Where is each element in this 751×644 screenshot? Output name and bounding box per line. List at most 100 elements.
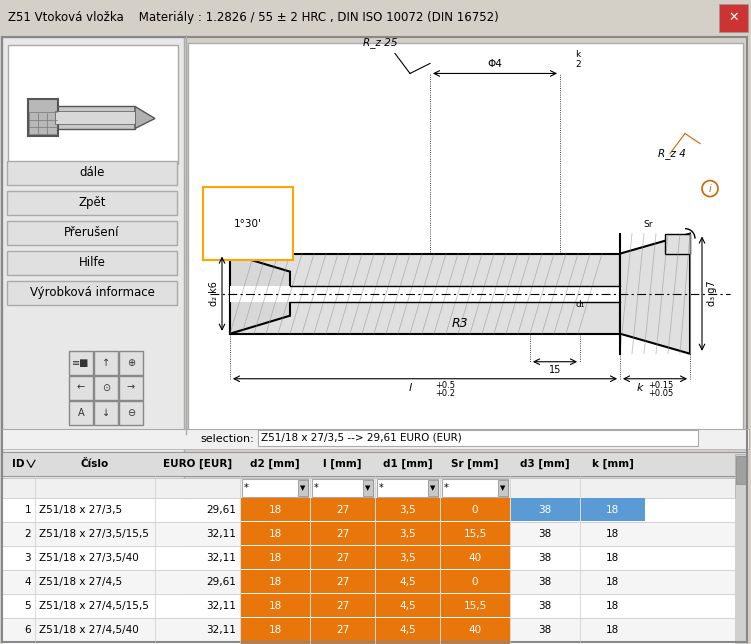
Polygon shape [135, 106, 155, 129]
Bar [312, 479, 373, 497]
Text: ⊕: ⊕ [127, 357, 135, 368]
Text: 32,11: 32,11 [206, 529, 236, 539]
Text: 0: 0 [472, 505, 478, 515]
Text: Sr: Sr [644, 220, 653, 229]
Bar [581, 498, 644, 522]
Text: l: l [409, 383, 412, 393]
FancyBboxPatch shape [7, 281, 177, 305]
Bar [376, 522, 439, 545]
Bar [230, 254, 620, 334]
Text: 18: 18 [606, 625, 619, 635]
Text: Z51/18 x 27/4,5/40: Z51/18 x 27/4,5/40 [39, 625, 139, 635]
Bar [240, 498, 309, 522]
Bar [242, 479, 308, 497]
Text: Přerušení: Přerušení [65, 226, 119, 239]
FancyBboxPatch shape [119, 351, 143, 375]
Text: 38: 38 [538, 625, 552, 635]
Text: 18: 18 [606, 577, 619, 587]
Text: 3: 3 [24, 553, 31, 563]
FancyBboxPatch shape [119, 401, 143, 425]
Bar [310, 594, 375, 618]
Bar [441, 594, 509, 618]
Text: 18: 18 [268, 505, 282, 515]
Bar [2, 546, 735, 570]
Bar [441, 522, 509, 545]
Text: 18: 18 [606, 601, 619, 611]
Bar [310, 571, 375, 594]
Text: ▼: ▼ [430, 485, 436, 491]
FancyBboxPatch shape [69, 351, 93, 375]
Text: 32,11: 32,11 [206, 553, 236, 563]
Text: 38: 38 [538, 505, 552, 515]
Text: 4,5: 4,5 [400, 601, 416, 611]
Text: 29,61: 29,61 [206, 505, 236, 515]
Text: +0.15: +0.15 [648, 381, 673, 390]
Text: 40: 40 [469, 625, 481, 635]
Text: 18: 18 [268, 577, 282, 587]
Text: k
2: k 2 [575, 50, 581, 70]
Bar [442, 479, 508, 497]
FancyBboxPatch shape [7, 221, 177, 245]
Text: d₂ k6: d₂ k6 [209, 281, 219, 306]
Text: d1 [mm]: d1 [mm] [383, 459, 433, 469]
Bar [2, 429, 749, 449]
Bar [428, 480, 438, 496]
Bar [2, 594, 735, 618]
Text: Výrobková informace: Výrobková informace [29, 286, 155, 299]
Bar [376, 594, 439, 618]
Text: 38: 38 [538, 553, 552, 563]
Bar [188, 43, 743, 434]
FancyBboxPatch shape [7, 251, 177, 274]
Text: Z51/18 x 27/3,5 --> 29,61 EURO (EUR): Z51/18 x 27/3,5 --> 29,61 EURO (EUR) [261, 433, 462, 443]
Text: 27: 27 [336, 505, 349, 515]
Bar [376, 498, 439, 522]
Text: ≡■: ≡■ [72, 357, 89, 368]
Bar [376, 571, 439, 594]
Text: Z51/18 x 27/3,5: Z51/18 x 27/3,5 [39, 505, 122, 515]
Text: 27: 27 [336, 529, 349, 539]
Text: 0: 0 [472, 577, 478, 587]
Bar [363, 480, 373, 496]
Text: 4: 4 [24, 577, 31, 587]
Text: 29,61: 29,61 [206, 577, 236, 587]
Bar [665, 234, 690, 254]
Text: 5: 5 [24, 601, 31, 611]
Bar [310, 618, 375, 641]
Bar [310, 643, 375, 644]
Text: 1°30': 1°30' [234, 218, 262, 229]
Text: 15,5: 15,5 [463, 601, 487, 611]
FancyBboxPatch shape [7, 160, 177, 185]
FancyBboxPatch shape [94, 351, 118, 375]
Text: dále: dále [80, 166, 104, 179]
Bar [376, 546, 439, 569]
Bar [310, 546, 375, 569]
Text: Zpět: Zpět [78, 196, 106, 209]
Text: +0.05: +0.05 [648, 389, 673, 398]
Text: EURO [EUR]: EURO [EUR] [163, 459, 232, 469]
Text: 18: 18 [606, 529, 619, 539]
Bar [2, 478, 747, 498]
Text: ID: ID [12, 459, 25, 469]
Text: 2: 2 [24, 529, 31, 539]
Text: *: * [244, 483, 249, 493]
Text: *: * [314, 483, 318, 493]
Bar [376, 643, 439, 644]
Text: l [mm]: l [mm] [323, 459, 362, 469]
Text: +0.2: +0.2 [435, 389, 455, 398]
Bar [28, 99, 58, 135]
Bar [55, 111, 135, 124]
FancyBboxPatch shape [94, 401, 118, 425]
Bar [310, 498, 375, 522]
Text: 6: 6 [24, 625, 31, 635]
FancyBboxPatch shape [69, 375, 93, 400]
Text: 18: 18 [268, 529, 282, 539]
Bar [441, 618, 509, 641]
Text: 18: 18 [268, 601, 282, 611]
Text: Z51/18 x 27/4,5: Z51/18 x 27/4,5 [39, 577, 122, 587]
Bar [298, 480, 308, 496]
Bar [240, 594, 309, 618]
Text: 18: 18 [268, 553, 282, 563]
Bar [310, 522, 375, 545]
Text: 4,5: 4,5 [400, 625, 416, 635]
Text: Z51/18 x 27/3,5/40: Z51/18 x 27/3,5/40 [39, 553, 139, 563]
